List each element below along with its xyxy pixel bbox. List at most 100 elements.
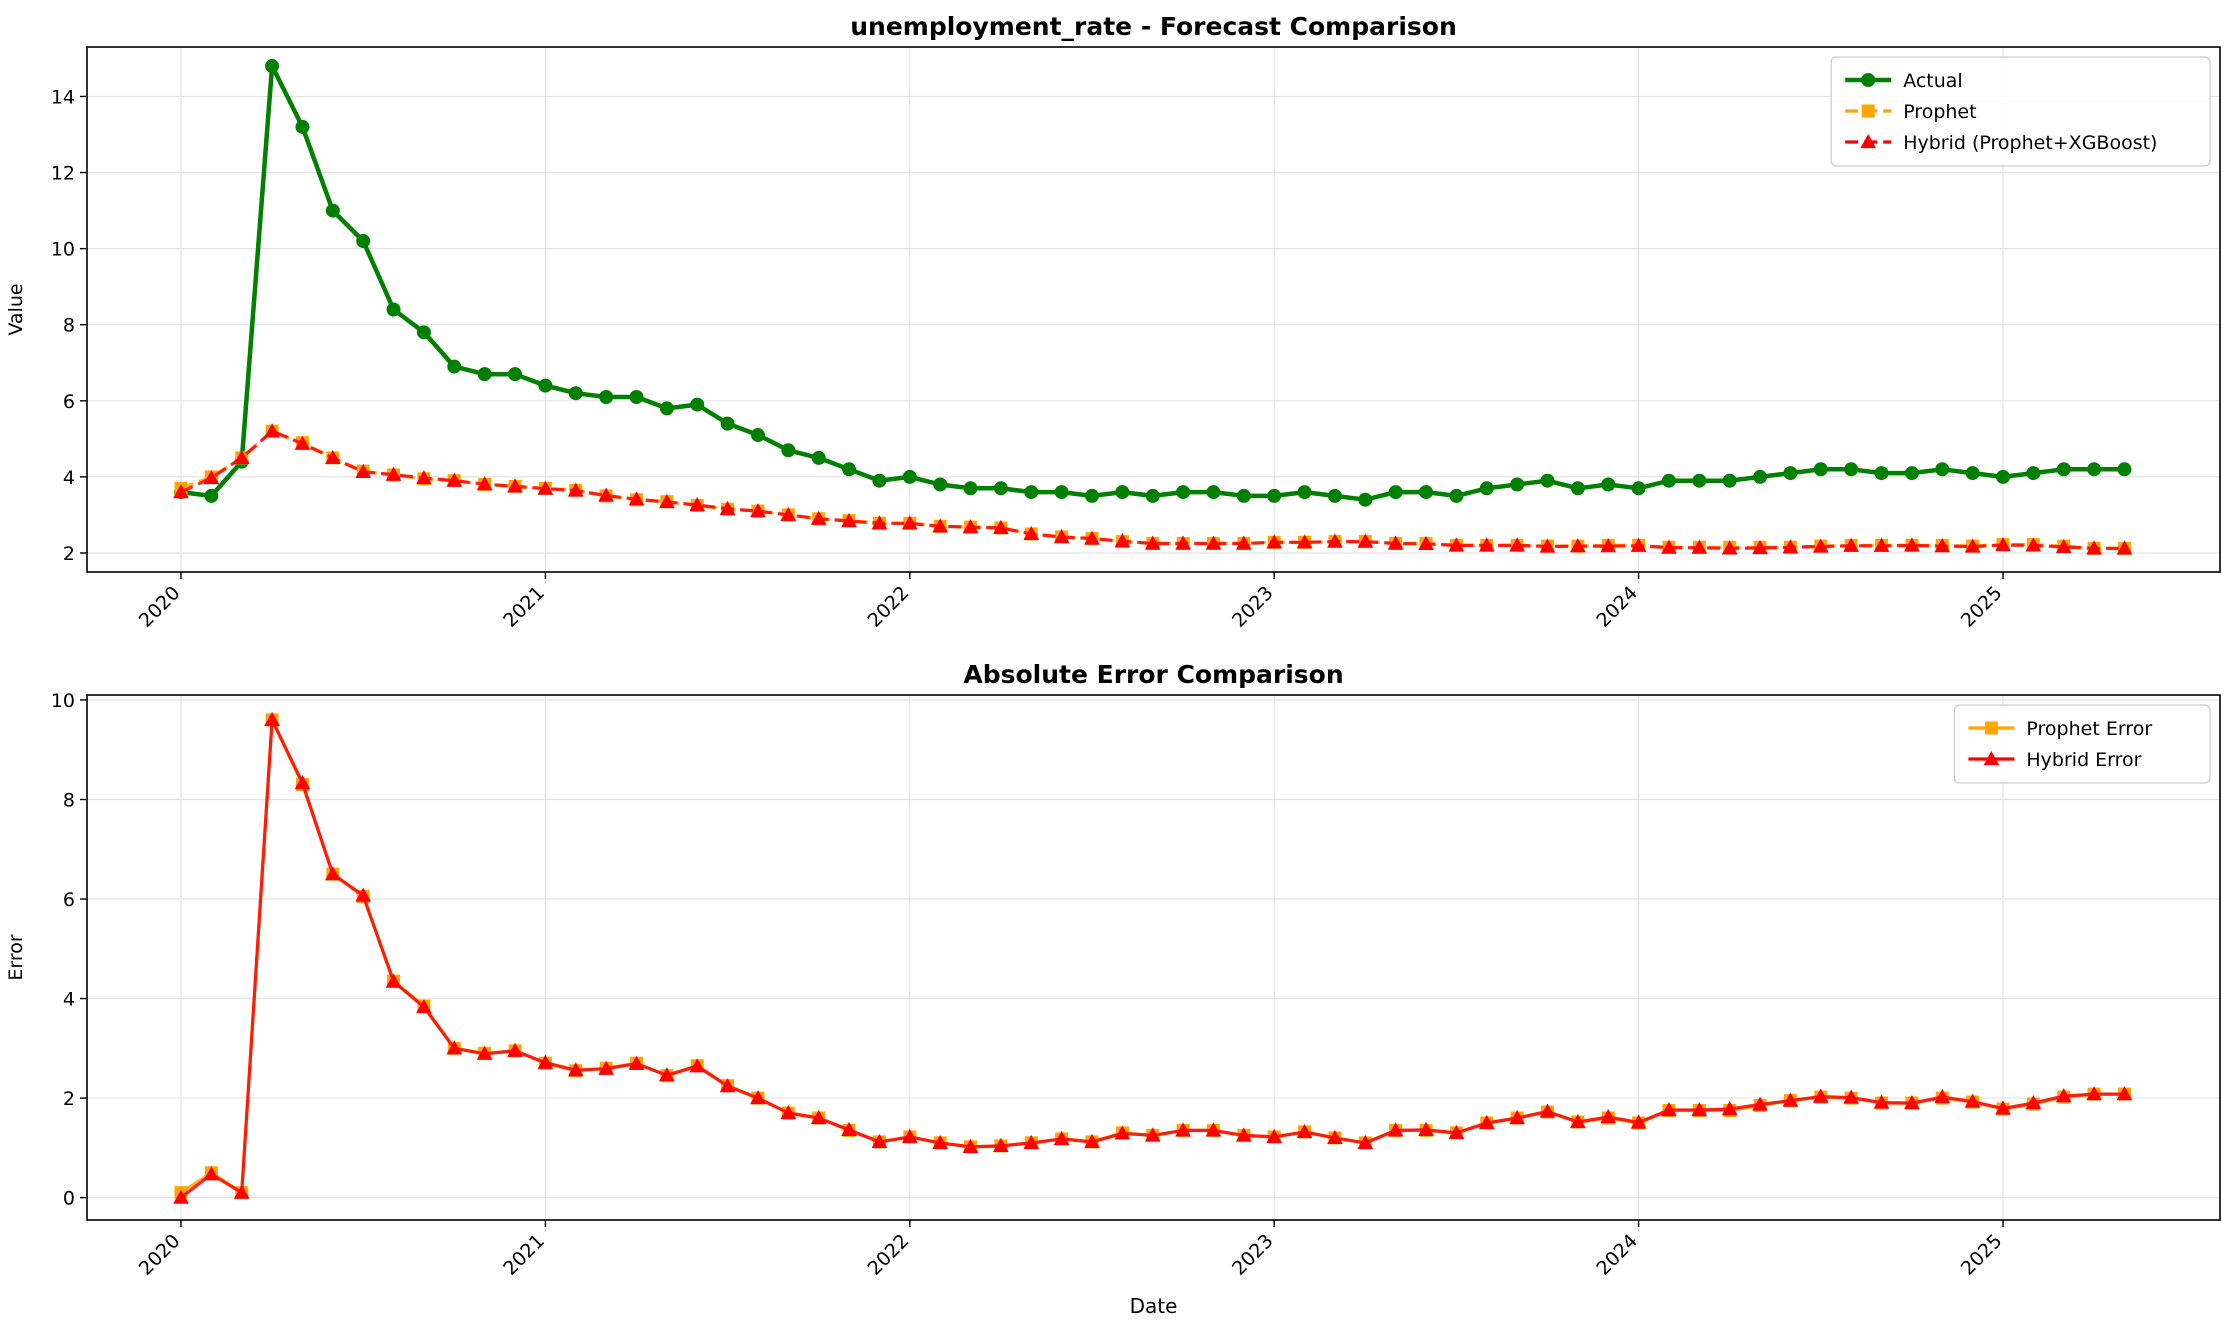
data-point (1115, 485, 1130, 500)
data-point (385, 973, 402, 988)
data-point (1144, 535, 1161, 550)
grid-lines (87, 695, 2220, 1220)
data-point (720, 416, 735, 431)
x-tick-label: 2024 (1592, 1230, 1642, 1280)
data-point (1539, 538, 1556, 553)
data-point (1692, 473, 1707, 488)
data-point (811, 450, 826, 465)
legend-marker (1860, 133, 1877, 149)
data-point (1144, 1127, 1161, 1142)
x-tick-label: 2020 (135, 1230, 185, 1280)
data-point (1114, 1125, 1131, 1140)
data-point (1388, 485, 1403, 500)
y-tick-label: 14 (51, 86, 75, 108)
data-point (993, 519, 1009, 534)
data-point (1873, 1094, 1890, 1109)
data-point (1510, 477, 1525, 492)
data-point (1176, 485, 1191, 500)
data-point (871, 1133, 888, 1148)
series-hybrid-error (173, 711, 2133, 1204)
data-point (476, 476, 493, 491)
data-point (872, 473, 887, 488)
y-tick-label: 8 (63, 315, 75, 337)
data-point (2056, 462, 2071, 477)
data-point (447, 359, 462, 374)
data-point (173, 484, 189, 499)
data-point (1600, 1108, 1617, 1124)
data-point (1175, 1122, 1191, 1137)
series-line (180, 718, 2125, 1195)
data-point (933, 477, 948, 492)
data-point (963, 481, 978, 496)
data-point (1935, 462, 1950, 477)
data-point (1661, 539, 1677, 554)
y-tick-label: 10 (51, 690, 75, 712)
data-point (324, 449, 341, 464)
data-point (385, 466, 402, 481)
x-tick-label: 2025 (1957, 582, 2007, 632)
data-point (901, 515, 918, 530)
data-point (1205, 1122, 1222, 1137)
data-point (1721, 1100, 1738, 1116)
data-point (355, 463, 372, 479)
y-axis-label: Error (5, 934, 27, 981)
data-point (1448, 1124, 1465, 1140)
data-point (993, 1137, 1009, 1152)
x-tick-label: 2022 (864, 1230, 914, 1280)
data-point (1782, 1092, 1799, 1107)
x-tick-label: 2021 (499, 582, 549, 632)
data-point (1661, 473, 1676, 488)
data-point (2025, 537, 2042, 552)
data-point (1448, 537, 1465, 552)
data-point (1478, 1114, 1495, 1130)
data-point (1509, 1109, 1525, 1125)
series-actual (174, 59, 2132, 507)
data-point (1387, 535, 1404, 550)
x-tick-label: 2024 (1592, 582, 1642, 632)
data-point (173, 1189, 189, 1204)
data-point (568, 386, 583, 401)
x-tick-label: 2021 (499, 1230, 549, 1280)
data-point (1600, 538, 1617, 553)
data-point (507, 478, 523, 493)
data-point (265, 59, 280, 74)
data-point (690, 397, 705, 412)
data-point (1752, 1096, 1768, 1111)
data-point (476, 1045, 493, 1060)
data-point (1296, 534, 1313, 549)
data-point (1085, 488, 1099, 503)
data-point (810, 1109, 827, 1125)
legend-entry: Prophet Error (1968, 718, 2152, 740)
data-point (2055, 1088, 2072, 1103)
data-point (1630, 1114, 1647, 1129)
data-point (1904, 537, 1920, 552)
y-tick-label: 10 (51, 239, 75, 261)
data-point (1205, 535, 1222, 550)
legend-entry: Actual (1845, 70, 1963, 92)
data-point (324, 866, 341, 881)
data-point (628, 491, 645, 506)
data-point (508, 367, 523, 382)
data-point (1570, 481, 1585, 496)
data-point (2116, 540, 2133, 555)
legend-label: Actual (1903, 70, 1963, 92)
data-point (993, 481, 1008, 496)
data-point (416, 998, 432, 1014)
chart-panel-2: 2020 2021 2022 2023 2024 2025 0 2 4 6 8 10 Absolute … (5, 660, 2221, 1318)
data-point (1478, 537, 1495, 552)
legend-label: Hybrid Error (2026, 749, 2141, 771)
data-point (1266, 534, 1283, 549)
data-point (659, 493, 675, 509)
legend-label: Prophet (1903, 101, 1976, 123)
data-point (1114, 533, 1131, 548)
legend-label: Hybrid (Prophet+XGBoost) (1903, 132, 2157, 154)
legend-entry: Prophet (1845, 101, 1977, 123)
legend-entry: Hybrid (Prophet+XGBoost) (1845, 132, 2157, 154)
data-point (1023, 1134, 1040, 1149)
data-point (1783, 466, 1798, 481)
data-point (1630, 537, 1647, 552)
data-point (841, 1121, 857, 1137)
y-tick-label: 4 (63, 989, 75, 1011)
data-point (1540, 473, 1555, 488)
data-point (356, 234, 371, 249)
